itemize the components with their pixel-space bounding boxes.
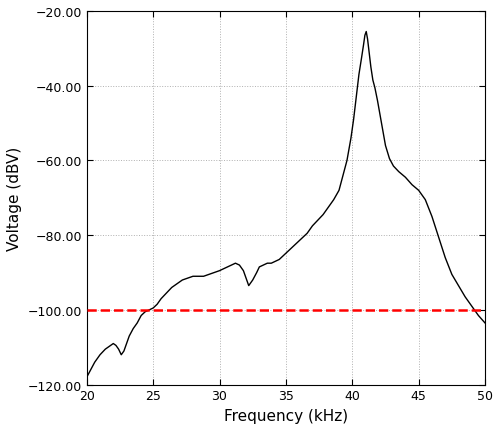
X-axis label: Frequency (kHz): Frequency (kHz) [224, 408, 348, 423]
Y-axis label: Voltage (dBV): Voltage (dBV) [7, 146, 22, 250]
